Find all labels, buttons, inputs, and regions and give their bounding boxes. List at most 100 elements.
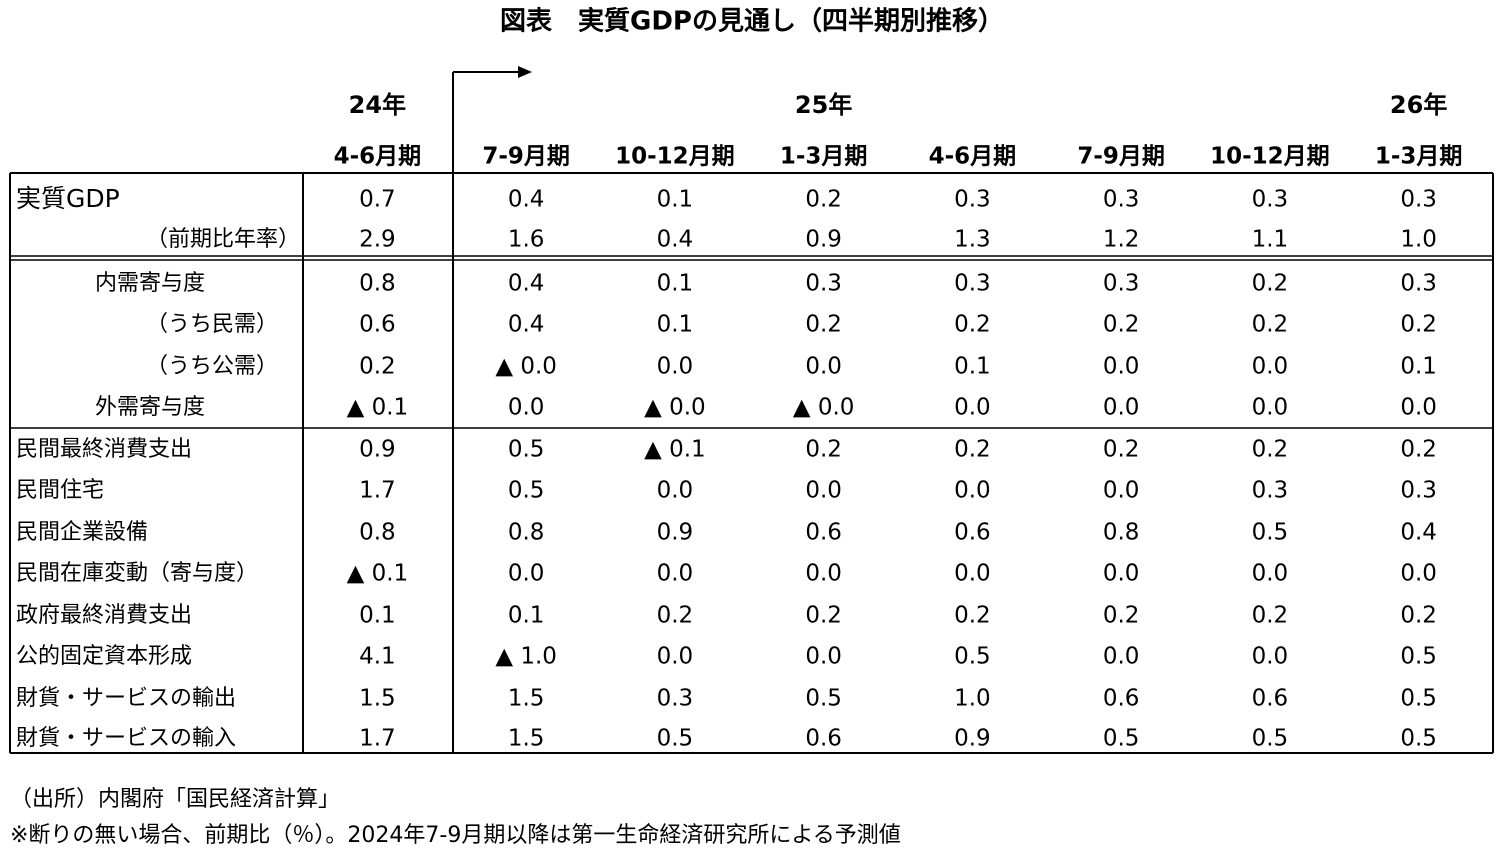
cell-value: ▲ 0.0	[495, 354, 557, 380]
title: 図表 実質GDPの見通し（四半期別推移）	[500, 6, 1004, 37]
quarter-header: 10-12月期	[615, 144, 735, 170]
cell-value: 0.2	[1252, 312, 1289, 338]
cell-value: 0.0	[805, 478, 842, 504]
cell-value: 0.2	[1103, 603, 1140, 629]
cell-value: 0.6	[1252, 686, 1289, 712]
quarter-header: 1-3月期	[1375, 144, 1463, 170]
cell-value: 0.3	[657, 686, 694, 712]
cell-value: 0.2	[954, 437, 991, 463]
cell-value: 0.2	[1400, 437, 1437, 463]
cell-value: 0.5	[1252, 726, 1289, 752]
row-label: 実質GDP	[16, 184, 120, 213]
cell-value: 0.5	[805, 686, 842, 712]
cell-value: 0.2	[954, 312, 991, 338]
cell-value: 0.8	[359, 271, 396, 297]
cell-value: 0.2	[1103, 312, 1140, 338]
cell-value: 1.1	[1252, 227, 1289, 253]
cell-value: 0.3	[805, 271, 842, 297]
cell-value: 0.0	[508, 395, 545, 421]
cell-value: 1.2	[1103, 227, 1140, 253]
cell-value: ▲ 0.0	[793, 395, 855, 421]
footnote: ※断りの無い場合、前期比（％）。2024年7-9月期以降は第一生命経済研究所によ…	[10, 823, 901, 848]
cell-value: 0.6	[1103, 686, 1140, 712]
cell-value: 0.6	[359, 312, 396, 338]
cell-value: 0.5	[1400, 644, 1437, 670]
cell-value: 0.4	[508, 187, 545, 213]
cell-value: 0.0	[1103, 354, 1140, 380]
year-header: 26年	[1390, 91, 1447, 119]
cell-value: 0.5	[657, 726, 694, 752]
cell-value: ▲ 1.0	[495, 644, 557, 670]
cell-value: 0.2	[805, 312, 842, 338]
cell-value: 0.2	[1252, 271, 1289, 297]
cell-value: 0.1	[954, 354, 991, 380]
year-header: 25年	[795, 91, 852, 119]
cell-value: 0.3	[1400, 478, 1437, 504]
cell-value: 0.9	[359, 437, 396, 463]
cell-value: 0.0	[805, 354, 842, 380]
cell-value: 0.3	[1103, 271, 1140, 297]
cell-value: 1.7	[359, 478, 396, 504]
cell-value: 0.2	[954, 603, 991, 629]
cell-value: 0.5	[1400, 686, 1437, 712]
arrow	[453, 66, 532, 78]
cell-value: 0.2	[1400, 603, 1437, 629]
cell-value: 0.2	[1400, 312, 1437, 338]
row-label: 財貨・サービスの輸出	[16, 686, 236, 711]
cell-value: 0.8	[508, 520, 545, 546]
year-header: 24年	[349, 91, 406, 119]
cell-value: 0.5	[508, 437, 545, 463]
row-label: 民間在庫変動（寄与度）	[16, 561, 258, 586]
row-label: 民間企業設備	[16, 520, 148, 545]
row-label: 民間最終消費支出	[16, 437, 192, 462]
row-label: 民間住宅	[16, 478, 104, 503]
cell-value: 0.0	[805, 644, 842, 670]
cell-value: 0.9	[954, 726, 991, 752]
cell-value: 0.9	[805, 227, 842, 253]
cell-value: 0.0	[805, 561, 842, 587]
cell-value: 0.0	[657, 644, 694, 670]
row-label: 財貨・サービスの輸入	[16, 726, 236, 751]
cell-value: 1.7	[359, 726, 396, 752]
cell-value: 0.1	[657, 187, 694, 213]
cell-value: 0.3	[954, 271, 991, 297]
cell-value: 0.0	[1252, 644, 1289, 670]
quarter-header: 4-6月期	[929, 144, 1017, 170]
row-label: 外需寄与度	[95, 395, 205, 420]
cell-value: 0.0	[954, 478, 991, 504]
cell-value: 0.0	[1400, 395, 1437, 421]
source-note: （出所）内閣府「国民経済計算」	[10, 787, 340, 812]
cell-value: 1.5	[508, 726, 545, 752]
cell-value: 0.2	[1103, 437, 1140, 463]
cell-value: 0.0	[1252, 395, 1289, 421]
cell-value: 4.1	[359, 644, 396, 670]
cell-value: 0.0	[657, 561, 694, 587]
cell-value: 0.2	[359, 354, 396, 380]
row-label: （前期比年率）	[146, 227, 300, 252]
cell-value: 0.2	[805, 437, 842, 463]
cell-value: 0.9	[657, 520, 694, 546]
row-label: （うち民需）	[146, 312, 278, 337]
cell-value: 1.5	[359, 686, 396, 712]
cell-value: 0.3	[1252, 478, 1289, 504]
cell-value: 0.2	[805, 187, 842, 213]
quarter-header: 4-6月期	[334, 144, 422, 170]
cell-value: 0.5	[1400, 726, 1437, 752]
cell-value: 0.4	[1400, 520, 1437, 546]
cell-value: ▲ 0.1	[644, 437, 706, 463]
cell-value: 0.3	[954, 187, 991, 213]
cell-value: 0.0	[954, 395, 991, 421]
cell-value: 0.0	[1103, 478, 1140, 504]
cell-value: ▲ 0.0	[644, 395, 706, 421]
cell-value: 0.3	[1400, 187, 1437, 213]
cell-value: 1.3	[954, 227, 991, 253]
cell-value: 0.8	[359, 520, 396, 546]
cell-value: 0.5	[508, 478, 545, 504]
cell-value: 0.0	[508, 561, 545, 587]
cell-value: 0.4	[508, 312, 545, 338]
cell-value: 0.0	[657, 354, 694, 380]
cell-value: 0.1	[359, 603, 396, 629]
cell-value: 1.6	[508, 227, 545, 253]
cell-value: 0.4	[508, 271, 545, 297]
